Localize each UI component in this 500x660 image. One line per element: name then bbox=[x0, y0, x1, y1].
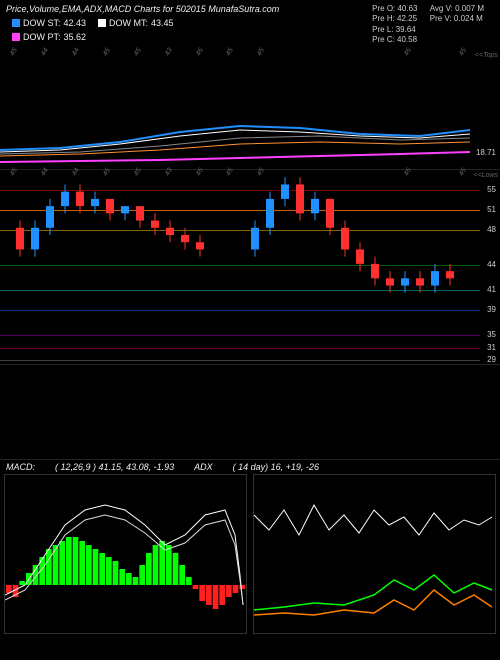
stat-av: Avg V: 0.007 M bbox=[430, 4, 484, 14]
bottom-row bbox=[0, 474, 500, 634]
legend: DOW ST: 42.43 DOW MT: 43.45 bbox=[6, 18, 279, 28]
adx-panel bbox=[253, 474, 496, 634]
stat-pv: Pre V: 0.024 M bbox=[430, 14, 484, 24]
adx-values: ( 14 day) 16, +19, -26 bbox=[233, 462, 319, 472]
candlesticks bbox=[0, 170, 480, 365]
macd-panel bbox=[4, 474, 247, 634]
stats-block: Pre O: 40.63 Pre H: 42.25 Pre L: 39.64 P… bbox=[372, 4, 494, 46]
macd-chart bbox=[5, 475, 245, 633]
macd-values: ( 12,26,9 ) 41.15, 43.08, -1.93 bbox=[55, 462, 174, 472]
adx-chart bbox=[254, 475, 494, 633]
sub-titles: MACD: ( 12,26,9 ) 41.15, 43.08, -1.93 AD… bbox=[0, 460, 500, 474]
stat-l: Pre L: 39.64 bbox=[372, 25, 417, 35]
stat-c: Pre C: 40.58 bbox=[372, 35, 417, 45]
gap-panel bbox=[0, 365, 500, 460]
price-y-label: 18.71 bbox=[476, 148, 496, 157]
legend-pt: DOW PT: 35.62 bbox=[12, 32, 86, 42]
legend-mt: DOW MT: 43.45 bbox=[98, 18, 174, 28]
stat-h: Pre H: 42.25 bbox=[372, 14, 417, 24]
price-xticks: 4544444545434545454545 bbox=[0, 52, 480, 59]
legend-2: DOW PT: 35.62 bbox=[6, 32, 279, 42]
legend-st: DOW ST: 42.43 bbox=[12, 18, 86, 28]
adx-label: ADX bbox=[194, 462, 213, 472]
header: Price,Volume,EMA,ADX,MACD Charts for 502… bbox=[0, 0, 500, 50]
price-panel: <<Tops 4544444545434545454545 18.71 bbox=[0, 50, 500, 170]
macd-label: MACD: bbox=[6, 462, 35, 472]
price-lines bbox=[0, 50, 480, 170]
candle-panel: <<Lows 4544444545434545454545 5551484441… bbox=[0, 170, 500, 365]
chart-title: Price,Volume,EMA,ADX,MACD Charts for 502… bbox=[6, 4, 279, 14]
stat-o: Pre O: 40.63 bbox=[372, 4, 417, 14]
